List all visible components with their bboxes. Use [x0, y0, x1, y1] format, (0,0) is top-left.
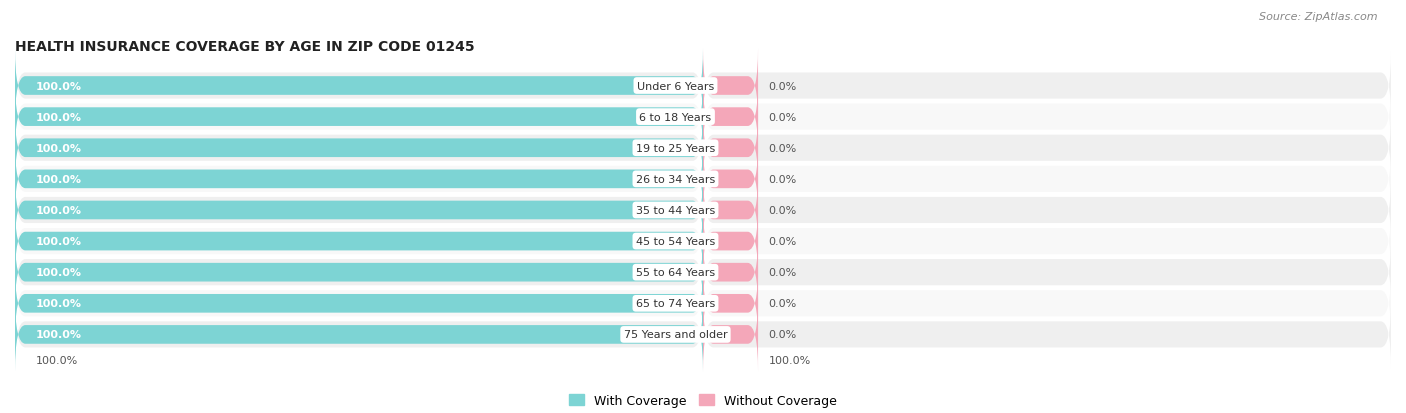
FancyBboxPatch shape	[15, 208, 703, 275]
FancyBboxPatch shape	[703, 297, 758, 372]
FancyBboxPatch shape	[703, 111, 758, 185]
Text: 65 to 74 Years: 65 to 74 Years	[636, 299, 716, 309]
Text: 35 to 44 Years: 35 to 44 Years	[636, 206, 716, 216]
FancyBboxPatch shape	[15, 177, 703, 244]
Text: HEALTH INSURANCE COVERAGE BY AGE IN ZIP CODE 01245: HEALTH INSURANCE COVERAGE BY AGE IN ZIP …	[15, 40, 475, 54]
FancyBboxPatch shape	[703, 235, 758, 310]
Text: 0.0%: 0.0%	[768, 206, 797, 216]
FancyBboxPatch shape	[15, 84, 703, 151]
Text: 100.0%: 100.0%	[35, 355, 77, 365]
Text: 0.0%: 0.0%	[768, 112, 797, 122]
FancyBboxPatch shape	[15, 266, 703, 341]
Text: 100.0%: 100.0%	[35, 143, 82, 153]
FancyBboxPatch shape	[703, 142, 758, 217]
FancyBboxPatch shape	[15, 301, 703, 368]
FancyBboxPatch shape	[703, 301, 1391, 368]
Text: 0.0%: 0.0%	[768, 268, 797, 278]
Text: 100.0%: 100.0%	[35, 237, 82, 247]
Text: 0.0%: 0.0%	[768, 299, 797, 309]
FancyBboxPatch shape	[15, 204, 703, 279]
Text: 100.0%: 100.0%	[35, 81, 82, 91]
FancyBboxPatch shape	[703, 84, 1391, 151]
FancyBboxPatch shape	[703, 239, 1391, 306]
FancyBboxPatch shape	[15, 239, 703, 306]
FancyBboxPatch shape	[15, 173, 703, 248]
FancyBboxPatch shape	[15, 111, 703, 185]
Text: 100.0%: 100.0%	[35, 112, 82, 122]
Text: 0.0%: 0.0%	[768, 174, 797, 185]
Text: 6 to 18 Years: 6 to 18 Years	[640, 112, 711, 122]
FancyBboxPatch shape	[15, 53, 703, 120]
Legend: With Coverage, Without Coverage: With Coverage, Without Coverage	[569, 394, 837, 407]
FancyBboxPatch shape	[703, 115, 1391, 182]
FancyBboxPatch shape	[703, 173, 758, 248]
FancyBboxPatch shape	[15, 49, 703, 123]
FancyBboxPatch shape	[15, 270, 703, 337]
Text: 100.0%: 100.0%	[35, 174, 82, 185]
Text: 0.0%: 0.0%	[768, 237, 797, 247]
FancyBboxPatch shape	[703, 146, 1391, 213]
FancyBboxPatch shape	[703, 80, 758, 154]
FancyBboxPatch shape	[15, 235, 703, 310]
FancyBboxPatch shape	[15, 115, 703, 182]
Text: 55 to 64 Years: 55 to 64 Years	[636, 268, 716, 278]
Text: 75 Years and older: 75 Years and older	[624, 330, 727, 339]
Text: 100.0%: 100.0%	[35, 330, 82, 339]
FancyBboxPatch shape	[703, 270, 1391, 337]
Text: 0.0%: 0.0%	[768, 143, 797, 153]
FancyBboxPatch shape	[703, 53, 1391, 120]
FancyBboxPatch shape	[703, 49, 758, 123]
Text: 45 to 54 Years: 45 to 54 Years	[636, 237, 716, 247]
FancyBboxPatch shape	[703, 266, 758, 341]
Text: 100.0%: 100.0%	[35, 299, 82, 309]
Text: 100.0%: 100.0%	[35, 268, 82, 278]
FancyBboxPatch shape	[15, 297, 703, 372]
FancyBboxPatch shape	[703, 208, 1391, 275]
Text: Source: ZipAtlas.com: Source: ZipAtlas.com	[1260, 12, 1378, 22]
FancyBboxPatch shape	[15, 142, 703, 217]
Text: 19 to 25 Years: 19 to 25 Years	[636, 143, 716, 153]
Text: 0.0%: 0.0%	[768, 330, 797, 339]
FancyBboxPatch shape	[15, 146, 703, 213]
FancyBboxPatch shape	[703, 177, 1391, 244]
Text: 100.0%: 100.0%	[768, 355, 811, 365]
Text: 26 to 34 Years: 26 to 34 Years	[636, 174, 716, 185]
Text: Under 6 Years: Under 6 Years	[637, 81, 714, 91]
FancyBboxPatch shape	[15, 80, 703, 154]
FancyBboxPatch shape	[703, 204, 758, 279]
Text: 100.0%: 100.0%	[35, 206, 82, 216]
Text: 0.0%: 0.0%	[768, 81, 797, 91]
